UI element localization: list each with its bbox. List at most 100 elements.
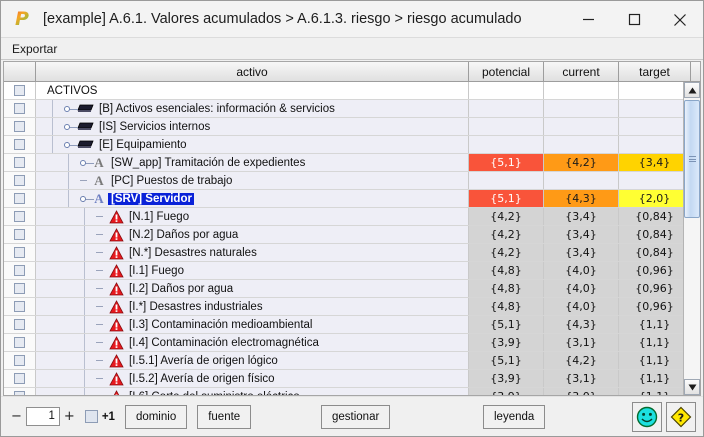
decrement-button[interactable]: − bbox=[11, 409, 22, 424]
row-checkbox[interactable] bbox=[14, 301, 25, 312]
table-row[interactable]: [I.*] Desastres industriales {4,8} {4,0} {0… bbox=[4, 298, 700, 316]
cell-current[interactable]: {3,4} bbox=[544, 208, 619, 225]
row-checkbox[interactable] bbox=[14, 355, 25, 366]
row-name-cell[interactable]: A [SRV] Servidor bbox=[36, 190, 469, 207]
tree-toggle-collapsed-icon[interactable] bbox=[76, 159, 94, 166]
table-row[interactable]: [I.1] Fuego {4,8} {4,0} {0,96} bbox=[4, 262, 700, 280]
cell-current[interactable]: {4,3} bbox=[544, 190, 619, 207]
table-row[interactable]: A [PC] Puestos de trabajo bbox=[4, 172, 700, 190]
row-name-cell[interactable]: [I.4] Contaminación electromagnética bbox=[36, 334, 469, 351]
cell-potencial[interactable] bbox=[469, 118, 544, 135]
cell-current[interactable]: {4,0} bbox=[544, 262, 619, 279]
cell-current[interactable] bbox=[544, 136, 619, 153]
table-row[interactable]: [B] Activos esenciales: información & se… bbox=[4, 100, 700, 118]
cell-potencial[interactable]: {3,9} bbox=[469, 388, 544, 395]
cell-potencial[interactable]: {4,8} bbox=[469, 262, 544, 279]
row-checkbox-cell[interactable] bbox=[4, 298, 36, 315]
cell-target[interactable]: {2,0} bbox=[619, 190, 691, 207]
column-header-current[interactable]: current bbox=[544, 62, 619, 81]
cell-target[interactable]: {0,96} bbox=[619, 262, 691, 279]
cell-target[interactable]: {0,84} bbox=[619, 226, 691, 243]
level-input[interactable]: 1 bbox=[25, 407, 60, 426]
cell-current[interactable] bbox=[544, 100, 619, 117]
row-checkbox[interactable] bbox=[14, 229, 25, 240]
cell-target[interactable]: {1,1} bbox=[619, 370, 691, 387]
row-name-cell[interactable]: [N.*] Desastres naturales bbox=[36, 244, 469, 261]
row-checkbox[interactable] bbox=[14, 103, 25, 114]
row-name-cell[interactable]: [I.3] Contaminación medioambiental bbox=[36, 316, 469, 333]
cell-potencial[interactable]: {4,2} bbox=[469, 208, 544, 225]
row-checkbox[interactable] bbox=[14, 247, 25, 258]
cell-potencial[interactable]: {5,1} bbox=[469, 352, 544, 369]
table-row[interactable]: A [SW_app] Tramitación de expedientes {5,1… bbox=[4, 154, 700, 172]
cell-current[interactable]: {3,4} bbox=[544, 244, 619, 261]
tree-toggle-expanded-icon[interactable] bbox=[76, 195, 94, 202]
table-row[interactable]: ACTIVOS bbox=[4, 82, 700, 100]
cell-current[interactable]: {3,0} bbox=[544, 388, 619, 395]
row-checkbox[interactable] bbox=[14, 193, 25, 204]
row-name-cell[interactable]: [I.1] Fuego bbox=[36, 262, 469, 279]
table-row[interactable]: [N.*] Desastres naturales {4,2} {3,4} {0,84… bbox=[4, 244, 700, 262]
column-header-target[interactable]: target bbox=[619, 62, 691, 81]
row-checkbox-cell[interactable] bbox=[4, 334, 36, 351]
row-name-cell[interactable]: A [SW_app] Tramitación de expedientes bbox=[36, 154, 469, 171]
cell-current[interactable]: {4,3} bbox=[544, 316, 619, 333]
row-name-cell[interactable]: A [PC] Puestos de trabajo bbox=[36, 172, 469, 189]
row-checkbox[interactable] bbox=[14, 139, 25, 150]
table-row[interactable]: A [SRV] Servidor {5,1} {4,3} {2,0} bbox=[4, 190, 700, 208]
cell-current[interactable] bbox=[544, 172, 619, 189]
row-checkbox[interactable] bbox=[14, 319, 25, 330]
smiley-face-icon[interactable] bbox=[632, 401, 662, 432]
tree-toggle-expanded-icon[interactable] bbox=[60, 141, 78, 148]
scroll-up-icon[interactable] bbox=[684, 82, 700, 98]
row-name-cell[interactable]: [I.*] Desastres industriales bbox=[36, 298, 469, 315]
table-row[interactable]: [I.4] Contaminación electromagnética {3,9… bbox=[4, 334, 700, 352]
row-checkbox-cell[interactable] bbox=[4, 118, 36, 135]
row-checkbox-cell[interactable] bbox=[4, 154, 36, 171]
table-row[interactable]: [E] Equipamiento bbox=[4, 136, 700, 154]
cell-potencial[interactable]: {4,2} bbox=[469, 244, 544, 261]
row-checkbox-cell[interactable] bbox=[4, 82, 36, 99]
table-row[interactable]: [I.3] Contaminación medioambiental {5,1}{… bbox=[4, 316, 700, 334]
row-checkbox-cell[interactable] bbox=[4, 352, 36, 369]
row-checkbox[interactable] bbox=[14, 121, 25, 132]
row-checkbox[interactable] bbox=[14, 391, 25, 395]
row-checkbox-cell[interactable] bbox=[4, 388, 36, 395]
cell-target[interactable] bbox=[619, 136, 691, 153]
cell-potencial[interactable]: {5,1} bbox=[469, 154, 544, 171]
row-checkbox[interactable] bbox=[14, 373, 25, 384]
cell-target[interactable]: {1,1} bbox=[619, 316, 691, 333]
row-name-cell[interactable]: [B] Activos esenciales: información & se… bbox=[36, 100, 469, 117]
cell-target[interactable]: {0,84} bbox=[619, 244, 691, 261]
cell-current[interactable] bbox=[544, 82, 619, 99]
increment-button[interactable]: + bbox=[63, 409, 75, 424]
cell-current[interactable]: {3,1} bbox=[544, 334, 619, 351]
cell-target[interactable]: {1,1} bbox=[619, 352, 691, 369]
row-name-cell[interactable]: [I.6] Corte del suministro eléctrico bbox=[36, 388, 469, 395]
close-icon[interactable] bbox=[657, 1, 703, 38]
minimize-icon[interactable] bbox=[565, 1, 611, 38]
cell-target[interactable] bbox=[619, 100, 691, 117]
tree-toggle-collapsed-icon[interactable] bbox=[60, 123, 78, 130]
plus-one-checkbox[interactable] bbox=[84, 410, 98, 423]
cell-potencial[interactable]: {3,9} bbox=[469, 370, 544, 387]
row-name-cell[interactable]: [IS] Servicios internos bbox=[36, 118, 469, 135]
cell-target[interactable]: {0,96} bbox=[619, 280, 691, 297]
cell-current[interactable]: {4,0} bbox=[544, 280, 619, 297]
cell-current[interactable] bbox=[544, 118, 619, 135]
table-row[interactable]: [N.2] Daños por agua {4,2} {3,4} {0,84} bbox=[4, 226, 700, 244]
cell-potencial[interactable] bbox=[469, 172, 544, 189]
table-row[interactable]: [I.5.2] Avería de origen físico {3,9} {3,1… bbox=[4, 370, 700, 388]
cell-target[interactable] bbox=[619, 172, 691, 189]
cell-current[interactable]: {4,2} bbox=[544, 154, 619, 171]
row-name-cell[interactable]: [I.5.2] Avería de origen físico bbox=[36, 370, 469, 387]
cell-potencial[interactable]: {4,8} bbox=[469, 298, 544, 315]
scroll-down-icon[interactable] bbox=[684, 379, 700, 395]
tree-toggle-collapsed-icon[interactable] bbox=[60, 105, 78, 112]
row-checkbox-cell[interactable] bbox=[4, 172, 36, 189]
row-checkbox-cell[interactable] bbox=[4, 244, 36, 261]
cell-target[interactable]: {3,4} bbox=[619, 154, 691, 171]
row-checkbox-cell[interactable] bbox=[4, 136, 36, 153]
row-name-cell[interactable]: [N.2] Daños por agua bbox=[36, 226, 469, 243]
row-checkbox[interactable] bbox=[14, 175, 25, 186]
